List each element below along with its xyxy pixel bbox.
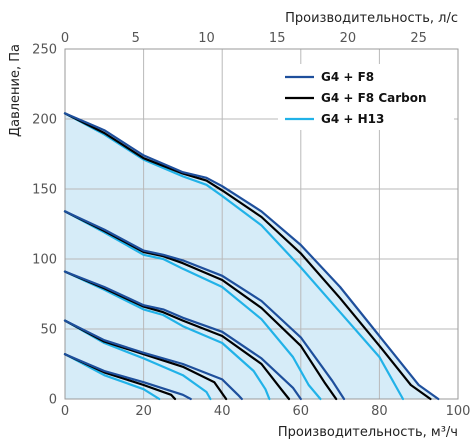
fill-area (65, 113, 439, 400)
series-0-curve-0 (63, 112, 440, 401)
x-tick-label-3: 60 (293, 404, 310, 419)
x2-tick-label-0: 0 (61, 31, 69, 46)
legend: G4 + F8 G4 + F8 Carbon G4 + H13 (278, 64, 454, 130)
series-2-curve-0 (63, 112, 405, 401)
tick-labels: 0 20 40 60 80 100 0 50 100 150 200 250 0 5 10 15 20 25 (32, 31, 470, 419)
y-tick-label-0: 0 (49, 393, 57, 408)
x2-tick-label-1: 5 (132, 31, 140, 46)
series-lines (63, 112, 440, 401)
series-2-curve-1 (63, 210, 322, 401)
x2-tick-label-4: 20 (340, 31, 357, 46)
x-tick-label-5: 100 (446, 404, 471, 419)
series-0-curve-1 (63, 210, 346, 401)
series-1-curve-0 (63, 112, 432, 401)
legend-label-g4-f8: G4 + F8 (321, 70, 374, 84)
series-2-curve-2 (63, 270, 271, 401)
y-tick-label-4: 200 (32, 113, 57, 128)
series-1-curve-2 (63, 270, 291, 401)
x-tick-label-2: 40 (214, 404, 231, 419)
series-1-curve-1 (63, 210, 338, 401)
y-tick-label-5: 250 (32, 43, 57, 58)
y-axis-title: Давление, Па (8, 44, 23, 137)
x-axis-title: Производительность, м³/ч (278, 425, 458, 440)
series-2-curve-4 (63, 353, 161, 401)
series-0-curve-4 (63, 353, 192, 401)
y-tick-label-3: 150 (32, 183, 57, 198)
y-tick-label-1: 50 (40, 323, 57, 338)
operating-area (65, 113, 439, 400)
legend-label-g4-f8-carbon: G4 + F8 Carbon (321, 91, 427, 105)
x2-axis-title: Производительность, л/с (285, 11, 458, 26)
x2-tick-label-5: 25 (410, 31, 427, 46)
plot-frame (64, 48, 459, 400)
x-tick-label-1: 20 (135, 404, 152, 419)
y-tick-label-2: 100 (32, 253, 57, 268)
x-tick-label-4: 80 (371, 404, 388, 419)
x2-tick-label-3: 15 (269, 31, 286, 46)
series-0-curve-3 (63, 319, 243, 401)
x-tick-label-0: 0 (61, 404, 69, 419)
series-0-curve-2 (63, 270, 302, 401)
legend-label-g4-h13: G4 + H13 (321, 112, 384, 126)
x2-tick-label-2: 10 (198, 31, 215, 46)
